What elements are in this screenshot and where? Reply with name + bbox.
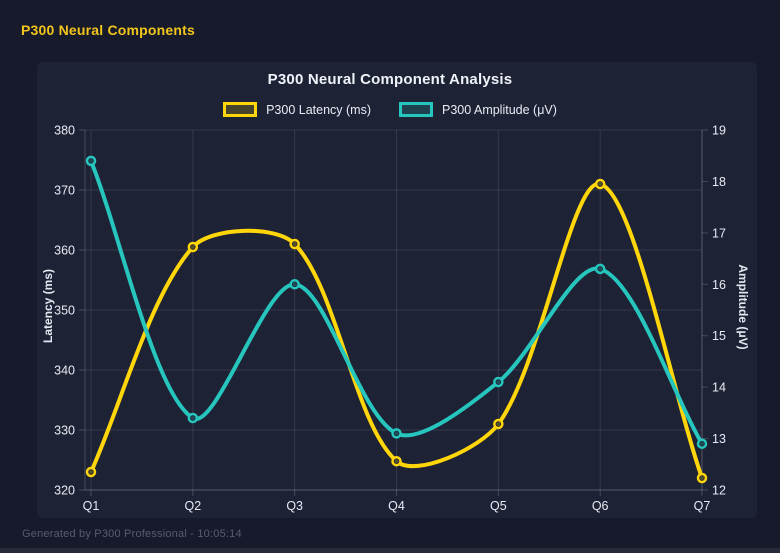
y-right-tick-label: 16 [712,278,726,292]
chart-title: P300 Neural Component Analysis [267,71,513,88]
data-point-amplitude-q6 [594,263,606,275]
data-point-amplitude-q4 [391,428,402,439]
legend-item-latency[interactable]: P300 Latency (ms) [223,102,371,117]
data-point-latency-q7 [696,472,708,484]
x-tick-label: Q7 [694,499,711,513]
data-point-latency-q3 [289,238,300,250]
chart-canvas[interactable]: 320 330 340 350 360 370 380 12 13 14 15 16 17 18 19 Q1 Q… [37,62,757,518]
page-title: P300 Neural Components [21,22,195,38]
data-point-amplitude-q5 [493,376,504,388]
data-point-latency-q4 [391,455,402,467]
y-left-tick-label: 320 [54,484,75,498]
chart-card: P300 Neural Component Analysis P300 Late… [37,62,757,518]
y-right-tick-label: 17 [712,226,726,240]
x-tick-label: Q3 [286,499,303,513]
y-right-tick-label: 14 [712,381,726,395]
y-right-tick-label: 13 [712,432,726,446]
data-point-latency-q1 [85,466,97,478]
y-left-tick-label: 330 [54,424,75,438]
data-point-inner-amplitude-q5 [496,380,501,384]
data-point-amplitude-q2 [187,412,199,424]
y-right-tick-label: 19 [712,124,726,138]
data-point-inner-amplitude-q3 [292,282,297,287]
y-left-tick-label: 360 [54,244,75,258]
data-point-inner-latency-q7 [700,476,704,480]
data-point-inner-latency-q6 [598,182,603,186]
data-point-amplitude-q7 [696,438,708,449]
data-point-inner-latency-q3 [292,242,297,246]
legend-swatch-amplitude [399,102,433,117]
data-point-inner-latency-q4 [394,459,399,464]
x-tick-label: Q1 [83,499,100,513]
x-tick-label: Q6 [592,499,609,513]
chart-legend: P300 Latency (ms) P300 Amplitude (μV) [37,102,743,117]
data-point-inner-amplitude-q6 [598,266,603,271]
x-tick-label: Q5 [490,499,507,513]
y-left-tick-label: 340 [54,364,75,378]
data-point-latency-q5 [493,418,504,430]
data-point-inner-amplitude-q2 [190,416,195,420]
legend-label-amplitude: P300 Amplitude (μV) [442,102,557,117]
y-right-tick-label: 12 [712,484,726,498]
y-left-tick-label: 350 [54,304,75,318]
data-point-latency-q2 [187,241,199,253]
data-point-inner-latency-q2 [190,245,195,249]
data-point-latency-q6 [594,178,606,190]
footer-text: Generated by P300 Professional - 10:05:1… [22,528,242,540]
bottom-bar [0,548,780,553]
x-tick-label: Q2 [184,499,201,513]
y-left-tick-label: 370 [54,184,75,198]
x-tick-label: Q4 [388,499,405,513]
y-right-tick-label: 18 [712,175,726,189]
legend-item-amplitude[interactable]: P300 Amplitude (μV) [399,102,557,117]
data-point-inner-amplitude-q1 [89,158,93,163]
data-point-amplitude-q3 [289,279,300,290]
data-point-inner-latency-q1 [89,470,93,474]
data-point-inner-latency-q5 [496,422,501,426]
data-point-inner-amplitude-q7 [700,441,704,446]
data-point-inner-amplitude-q4 [394,431,399,436]
legend-label-latency: P300 Latency (ms) [266,102,371,117]
y-left-tick-label: 380 [54,124,75,138]
y-right-tick-label: 15 [712,329,726,343]
data-point-amplitude-q1 [85,155,97,167]
legend-swatch-latency [223,102,258,117]
